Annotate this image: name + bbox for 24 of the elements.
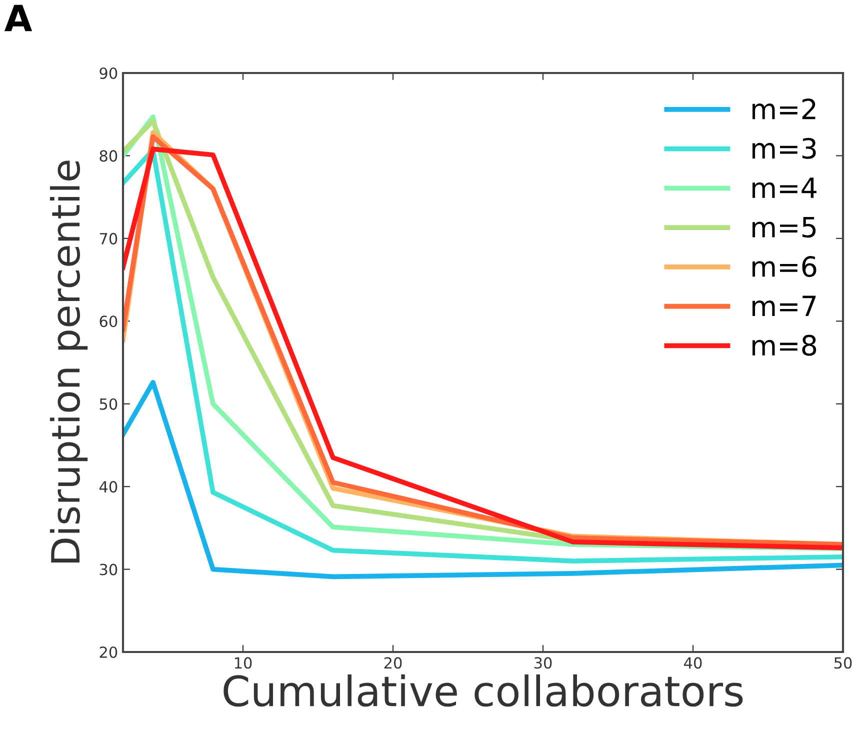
y-tick-label: 60 (100, 316, 118, 328)
legend-label: m=3 (752, 138, 816, 159)
legend-label: m=7 (752, 296, 816, 316)
y-tick-label: 40 (99, 481, 118, 493)
legend-label: m=2 (752, 98, 816, 120)
line-series (123, 380, 843, 580)
x-tick-label: 30 (534, 657, 552, 669)
text: A (4, 4, 32, 32)
x-tick-label: 20 (384, 657, 402, 669)
x-tick-label: 50 (834, 657, 852, 669)
legend-label: m=6 (752, 256, 816, 278)
x-tick-label: 10 (234, 657, 252, 669)
x-axis-title: Cumulative collaborators (224, 674, 743, 707)
y-tick-label: 50 (100, 398, 118, 410)
legend-label: m=5 (752, 217, 816, 238)
y-axis-title: Disruption percentile (50, 160, 88, 563)
y-tick-label: 30 (100, 564, 118, 576)
legend-label: m=8 (752, 334, 816, 356)
y-tick-label: 20 (100, 646, 118, 658)
y-tick-label: 80 (100, 150, 118, 162)
x-tick-label: 40 (684, 657, 702, 669)
legend-label: m=4 (752, 178, 816, 198)
y-tick-label: 70 (100, 232, 118, 244)
y-tick-label: 90 (100, 67, 118, 80)
